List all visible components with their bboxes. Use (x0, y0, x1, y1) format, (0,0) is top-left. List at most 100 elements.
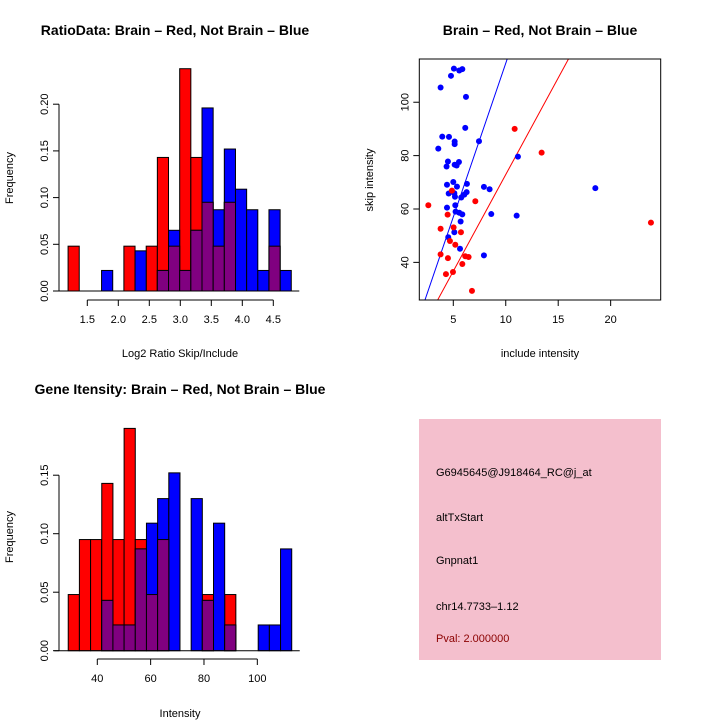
y-tick-label: 0.10 (39, 523, 51, 544)
bar-overlap (201, 599, 215, 652)
bar-overlap (223, 201, 236, 292)
point-red (444, 255, 451, 262)
hist2-xlabel: Intensity (160, 708, 201, 720)
y-tick-label: 0.00 (39, 280, 51, 301)
info-gene-name: Gnpnat1 (436, 555, 478, 567)
bar-brain (179, 68, 192, 292)
info-event-type: altTxStart (436, 512, 483, 524)
y-tick-label: 0.15 (39, 140, 51, 161)
point-blue (443, 181, 450, 188)
point-blue (447, 72, 454, 79)
point-red (459, 260, 466, 267)
bar-not-brain (190, 498, 203, 652)
x-tick-label: 40 (91, 673, 103, 685)
bar-not-brain (234, 188, 248, 292)
bar-overlap (145, 594, 159, 652)
bar-overlap (134, 548, 147, 652)
y-tick-label: 100 (399, 93, 411, 111)
point-blue (592, 185, 599, 192)
point-blue (480, 183, 487, 190)
fit-line-red (437, 59, 570, 300)
plot-box (418, 58, 662, 301)
bar-not-brain (257, 624, 270, 652)
point-red (538, 149, 545, 156)
fit-line-blue (424, 59, 508, 300)
bar-overlap (156, 269, 170, 292)
point-red (446, 238, 453, 245)
point-blue (462, 124, 469, 131)
info-panel (419, 419, 661, 660)
bar-not-brain (279, 269, 292, 292)
bar-brain (145, 245, 158, 292)
y-tick-label: 0.05 (39, 234, 51, 255)
x-tick-label: 2.5 (142, 314, 157, 326)
y-tick-label: 80 (399, 149, 411, 161)
point-blue (450, 179, 457, 186)
bar-overlap (123, 624, 136, 652)
point-blue (435, 145, 442, 152)
x-tick-label: 1.5 (80, 314, 95, 326)
point-blue (457, 218, 464, 225)
bar-not-brain (280, 548, 293, 652)
point-red (511, 125, 518, 132)
point-blue (480, 252, 487, 259)
bar-not-brain (101, 269, 114, 292)
info-probe-id: G6945645@J918464_RC@j_at (436, 467, 592, 479)
point-blue (456, 67, 463, 74)
bar-overlap (190, 229, 203, 292)
x-tick-label: 10 (500, 314, 512, 326)
point-blue (488, 211, 495, 218)
bar-overlap (101, 599, 114, 652)
bar-not-brain (168, 472, 181, 652)
x-tick-label: 4.0 (235, 314, 250, 326)
point-blue (514, 153, 521, 160)
point-blue (457, 245, 464, 252)
x-tick-label: 60 (145, 673, 157, 685)
bar-overlap (179, 269, 192, 292)
hist2-plot: 0.00 0.05 0.10 0.15 40 60 80 100 (39, 427, 300, 685)
point-red (437, 225, 444, 232)
hist1-title: RatioData: Brain – Red, Not Brain – Blue (41, 22, 310, 38)
bar-not-brain (268, 624, 282, 652)
hist1-plot: 0.00 0.05 0.10 0.15 0.20 1.5 2.0 2.5 3.0 3.5 4.0 4.… (39, 68, 300, 326)
hist2-ylabel: Frequency (4, 511, 16, 563)
bar-overlap (212, 245, 225, 292)
point-blue (453, 183, 460, 190)
scatter-xlabel: include intensity (501, 348, 580, 360)
point-red (437, 251, 444, 258)
y-tick-label: 0.05 (39, 581, 51, 602)
point-blue (453, 162, 460, 169)
point-blue (463, 189, 470, 196)
point-blue (459, 211, 466, 218)
point-blue (452, 202, 459, 209)
point-red (425, 202, 432, 209)
scatter-title: Brain – Red, Not Brain – Blue (443, 22, 638, 38)
point-blue (450, 65, 457, 72)
point-red (468, 287, 475, 294)
bar-not-brain (257, 269, 270, 292)
bar-overlap (268, 245, 281, 292)
y-tick-label: 0.15 (39, 464, 51, 485)
point-blue (437, 84, 444, 91)
point-red (449, 268, 456, 275)
x-tick-label: 20 (605, 314, 617, 326)
y-tick-label: 60 (399, 203, 411, 215)
point-blue (451, 141, 458, 148)
x-tick-label: 15 (552, 314, 564, 326)
hist2-title: Gene Itensity: Brain – Red, Not Brain – … (35, 381, 326, 397)
point-red (444, 211, 451, 218)
x-tick-label: 2.0 (111, 314, 126, 326)
x-tick-label: 4.5 (266, 314, 281, 326)
point-blue (475, 138, 482, 145)
bar-brain (123, 427, 136, 652)
scatter-ylabel: skip intensity (364, 148, 376, 211)
point-blue (462, 93, 469, 100)
point-red (448, 187, 455, 194)
y-tick-label: 0.10 (39, 187, 51, 208)
bar-not-brain (246, 209, 259, 292)
x-tick-label: 5 (450, 314, 456, 326)
bar-overlap (201, 201, 214, 292)
y-tick-label: 40 (399, 256, 411, 268)
bar-overlap (112, 624, 125, 652)
